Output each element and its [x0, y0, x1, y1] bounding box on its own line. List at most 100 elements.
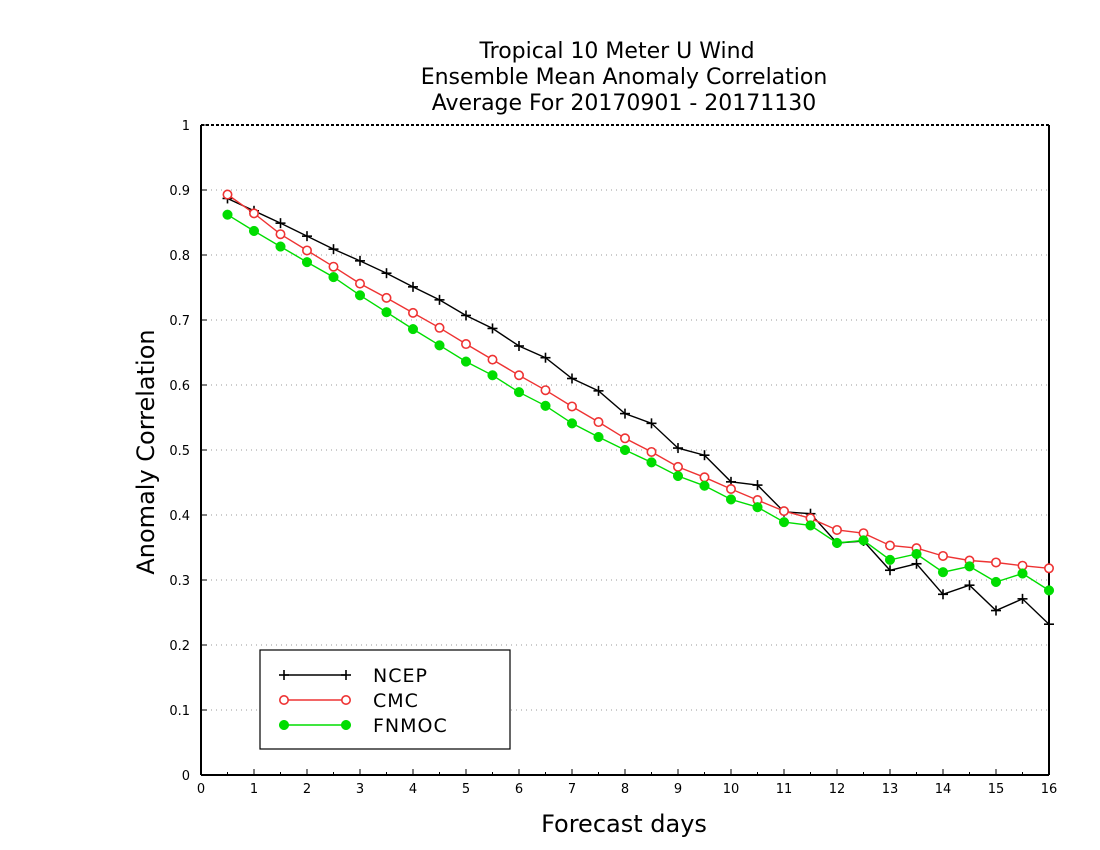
- point-fnmoc-9: [460, 356, 472, 367]
- legend-marker-right-fnmoc: [340, 719, 352, 731]
- point-fnmoc-28: [964, 561, 975, 572]
- point-ncep-17: [673, 443, 683, 454]
- point-cmc-2: [275, 229, 286, 240]
- x-axis-ticks: 0 1 2 3 4 5 6 7 8 9 10 11 12 13 14 15 16: [197, 769, 1057, 797]
- point-ncep-30: [1017, 593, 1028, 604]
- point-fnmoc-24: [858, 535, 869, 546]
- chart-title-line-2: Ensemble Mean Anomaly Correlation: [421, 65, 828, 90]
- x-tick-label-12: 12: [829, 782, 846, 797]
- legend-marker-left-cmc: [278, 694, 289, 705]
- point-fnmoc-23: [831, 537, 843, 549]
- point-cmc-13: [566, 401, 577, 412]
- y-tick-label-2: 0.2: [169, 639, 190, 654]
- point-fnmoc-22: [805, 520, 816, 531]
- point-ncep-9: [461, 310, 471, 321]
- y-tick-label-8: 0.8: [169, 249, 190, 264]
- legend-label-cmc: CMC: [373, 690, 419, 712]
- y-tick-label-3: 0.3: [169, 574, 190, 589]
- point-fnmoc-30: [1017, 568, 1028, 579]
- point-fnmoc-10: [487, 370, 498, 381]
- y-tick-label-5: 0.5: [169, 444, 190, 459]
- point-fnmoc-7: [407, 324, 419, 335]
- point-fnmoc-14: [593, 431, 604, 443]
- legend-label-ncep: NCEP: [373, 665, 428, 687]
- y-axis-label: Anomaly Correlation: [132, 329, 160, 574]
- series-line-fnmoc: [227, 214, 1050, 591]
- point-fnmoc-18: [699, 480, 710, 491]
- point-cmc-1: [249, 208, 260, 219]
- point-cmc-19: [725, 483, 736, 494]
- point-ncep-29: [991, 605, 1001, 616]
- series-cmc: [222, 189, 1055, 574]
- point-fnmoc-26: [911, 548, 922, 560]
- point-fnmoc-2: [275, 241, 286, 252]
- x-tick-label-1: 1: [250, 782, 258, 797]
- legend: NCEP CMC FNMOC: [259, 649, 511, 750]
- point-fnmoc-6: [381, 307, 392, 318]
- point-cmc-21: [778, 506, 789, 517]
- point-ncep-4: [328, 244, 339, 255]
- x-tick-label-16: 16: [1041, 782, 1058, 797]
- point-fnmoc-25: [884, 554, 896, 565]
- point-cmc-8: [434, 322, 445, 333]
- chart-title-line-3: Average For 20170901 - 20171130: [432, 91, 817, 116]
- x-tick-label-5: 5: [462, 782, 470, 797]
- point-cmc-0: [222, 189, 233, 200]
- y-axis-ticks: 0 0.1 0.2 0.3 0.4 0.5 0.6 0.7 0.8 0.9 1: [169, 119, 207, 784]
- point-cmc-27: [937, 550, 948, 561]
- point-fnmoc-17: [672, 470, 684, 482]
- point-ncep-5: [355, 255, 365, 266]
- y-tick-label-0: 0: [182, 769, 190, 784]
- point-cmc-18: [699, 472, 710, 483]
- legend-marker-left-ncep: [279, 670, 289, 680]
- x-tick-label-9: 9: [674, 782, 682, 797]
- legend-entry-fnmoc: FNMOC: [278, 715, 447, 737]
- chart-title: Tropical 10 Meter U Wind Ensemble Mean A…: [421, 39, 828, 116]
- point-cmc-9: [460, 339, 471, 350]
- y-tick-label-7: 0.7: [169, 314, 190, 329]
- point-fnmoc-15: [619, 444, 631, 456]
- point-fnmoc-21: [778, 517, 790, 528]
- point-fnmoc-31: [1043, 585, 1055, 596]
- legend-entry-ncep: NCEP: [279, 665, 428, 687]
- point-cmc-4: [328, 261, 339, 272]
- point-ncep-20: [752, 480, 763, 491]
- point-fnmoc-5: [354, 290, 366, 301]
- series-line-ncep: [227, 197, 1050, 625]
- point-fnmoc-0: [222, 209, 233, 220]
- point-fnmoc-20: [752, 502, 763, 513]
- point-cmc-17: [672, 461, 683, 472]
- legend-entry-cmc: CMC: [278, 690, 419, 712]
- y-tick-label-10: 1: [182, 119, 190, 134]
- series-line-cmc: [227, 193, 1050, 569]
- x-axis-label: Forecast days: [541, 810, 707, 838]
- point-ncep-31: [1044, 619, 1054, 630]
- y-tick-label-1: 0.1: [169, 704, 190, 719]
- point-ncep-15: [620, 408, 630, 419]
- point-cmc-3: [301, 245, 312, 256]
- point-fnmoc-4: [328, 272, 339, 283]
- series-ncep: [222, 193, 1054, 630]
- point-ncep-10: [487, 323, 498, 334]
- point-fnmoc-19: [725, 494, 737, 505]
- point-fnmoc-13: [566, 418, 578, 429]
- point-fnmoc-1: [248, 225, 260, 236]
- point-ncep-28: [964, 580, 975, 591]
- x-tick-label-0: 0: [197, 782, 205, 797]
- point-fnmoc-16: [646, 457, 657, 468]
- point-fnmoc-12: [540, 400, 551, 411]
- point-cmc-10: [487, 354, 498, 365]
- x-tick-label-10: 10: [723, 782, 740, 797]
- point-ncep-6: [381, 268, 392, 279]
- point-ncep-7: [408, 281, 418, 292]
- x-tick-label-14: 14: [935, 782, 952, 797]
- point-fnmoc-11: [513, 387, 525, 398]
- point-cmc-6: [381, 292, 392, 303]
- point-ncep-3: [302, 231, 312, 242]
- point-ncep-16: [646, 418, 657, 429]
- x-tick-label-15: 15: [988, 782, 1005, 797]
- legend-marker-right-ncep: [341, 670, 351, 680]
- point-fnmoc-8: [434, 340, 445, 351]
- point-cmc-23: [831, 524, 842, 535]
